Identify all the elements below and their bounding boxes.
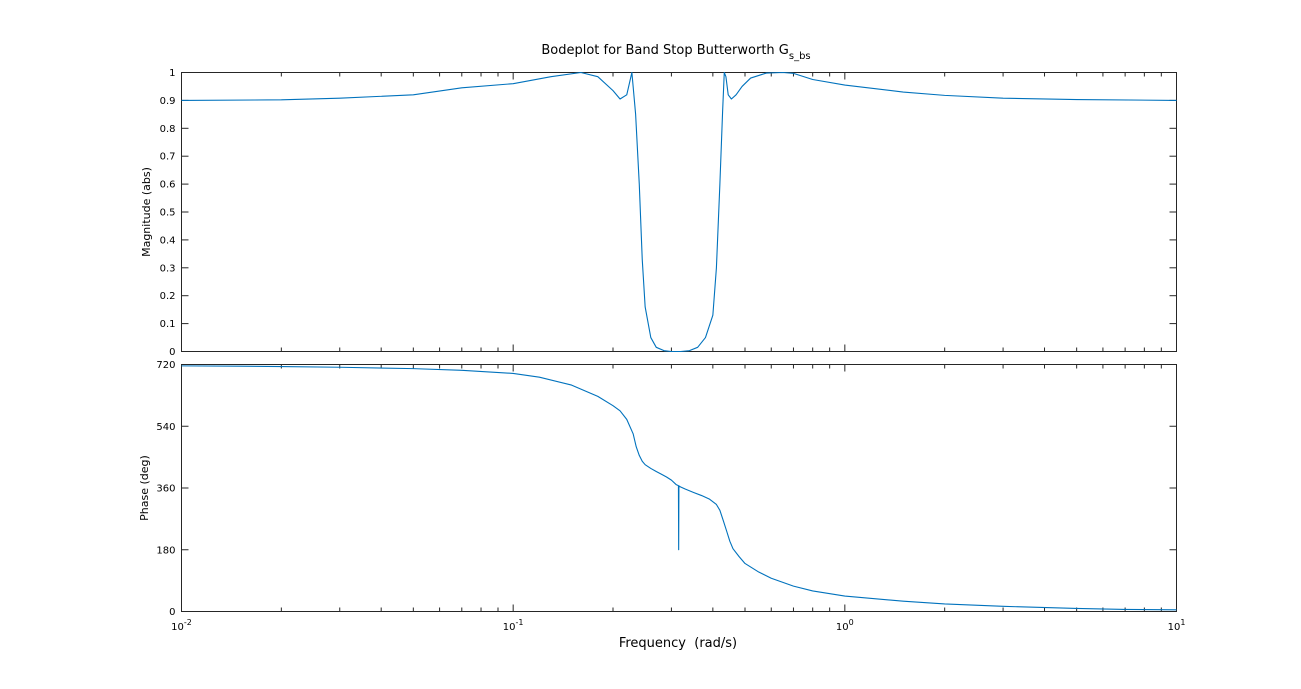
magnitude-plot: 0 0.1 0.2 0.3 0.4 0.5 0.6 0.7 0.8 0.9 1 Magnitude …	[140, 68, 1177, 358]
y-tick-label: 0.3	[160, 263, 176, 274]
y-tick-label: 360	[156, 484, 175, 495]
y-tick-label: 1	[169, 68, 175, 79]
x-tick-label: 10-2	[171, 618, 192, 633]
y-tick-label: 540	[156, 422, 175, 433]
x-tick-label: 100	[836, 618, 854, 633]
chart-title-main: Bodeplot for Band Stop Butterworth G	[541, 43, 789, 58]
x-tick-labels: 10-2 10-1 100 101	[171, 618, 1185, 633]
magnitude-series-line	[181, 71, 1177, 353]
y-tick-label: 0	[169, 347, 175, 358]
phase-plot: 0 180 360 540 720 Phase (deg)	[138, 360, 1177, 618]
y-tick-label: 0.8	[160, 124, 176, 135]
chart-title: Bodeplot for Band Stop Butterworth Gs_bs	[541, 43, 810, 62]
y-tick-label: 0.2	[160, 291, 176, 302]
phase-y-axis-label: Phase (deg)	[138, 455, 151, 521]
y-tick-label: 0.1	[160, 319, 176, 330]
chart-title-subscript: s_bs	[789, 51, 811, 62]
y-tick-label: 0.4	[160, 235, 176, 246]
magnitude-axes-box	[181, 72, 1177, 352]
y-tick-label: 0.7	[160, 152, 176, 163]
y-tick-label: 720	[156, 360, 175, 371]
y-tick-label: 0	[169, 607, 175, 618]
x-axis-label: Frequency (rad/s)	[619, 636, 737, 651]
y-tick-label: 0.9	[160, 96, 176, 107]
y-tick-label: 0.5	[160, 208, 176, 219]
phase-series-line	[181, 365, 1177, 611]
y-tick-label: 180	[156, 545, 175, 556]
magnitude-y-axis-label: Magnitude (abs)	[140, 167, 153, 257]
y-tick-label: 0.6	[160, 180, 176, 191]
x-tick-label: 10-1	[503, 618, 524, 633]
x-tick-label: 101	[1168, 618, 1186, 633]
